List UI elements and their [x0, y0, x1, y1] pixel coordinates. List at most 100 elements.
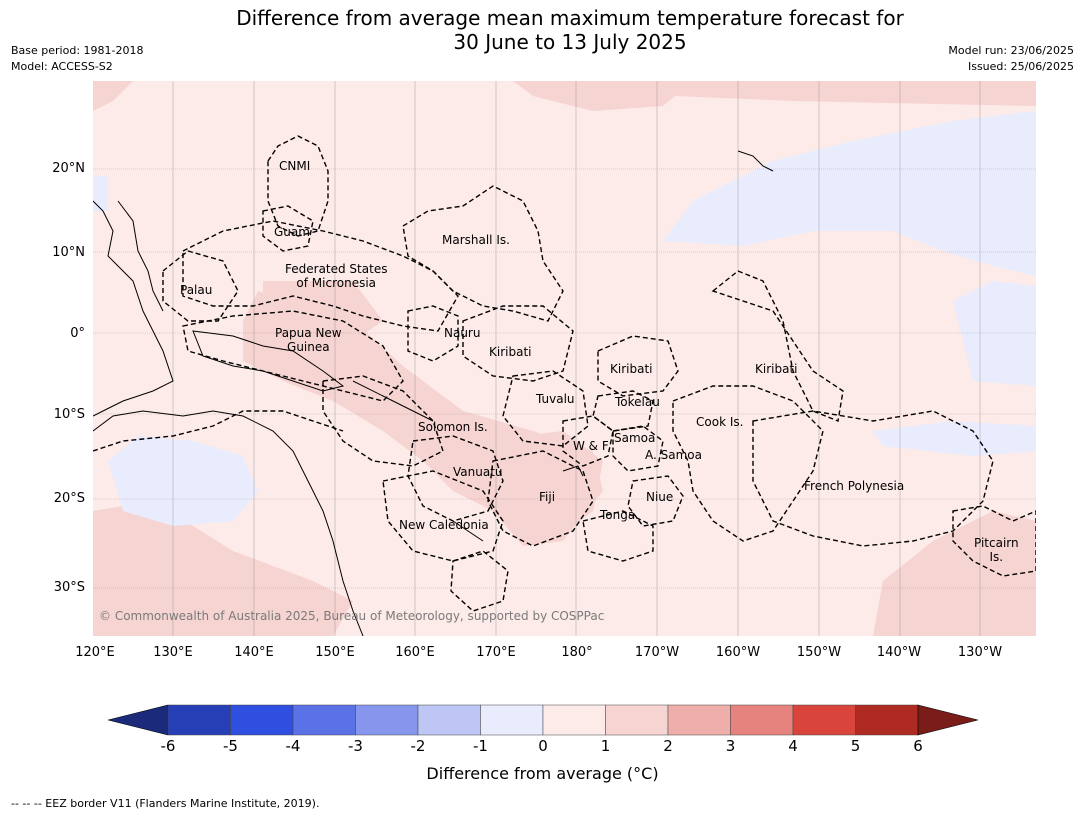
colorbar-extend-high — [917, 704, 978, 736]
colorbar-tick: -4 — [285, 737, 301, 755]
colorbar-cell — [605, 704, 669, 736]
label-png-line1: Papua New — [275, 326, 342, 340]
lon-label-130w: 130°W — [957, 645, 1003, 660]
lon-label-140e: 140°E — [234, 645, 274, 660]
meta-left: Base period: 1981-2018 Model: ACCESS-S2 — [11, 43, 143, 75]
colorbar-cells — [108, 704, 978, 736]
eez-australia — [93, 410, 344, 452]
colorbar-cell — [855, 704, 919, 736]
colorbar-tick: -3 — [348, 737, 363, 755]
lon-label-120e: 120°E — [75, 645, 115, 660]
title-line-1: Difference from average mean maximum tem… — [236, 6, 904, 30]
cool-anomaly-se — [873, 421, 1036, 456]
eez-marshall — [402, 185, 564, 322]
label-guam: Guam — [274, 225, 310, 239]
lat-label-30s: 30°S — [53, 580, 85, 595]
lon-label-130e: 130°E — [153, 645, 193, 660]
eez-guam — [262, 205, 314, 252]
colorbar-extend-low — [108, 704, 169, 736]
colorbar — [108, 704, 978, 736]
copyright-notice: © Commonwealth of Australia 2025, Bureau… — [99, 609, 605, 623]
coast-hawaii — [737, 150, 774, 172]
eez-fiji — [487, 450, 594, 547]
colorbar-tick: 3 — [725, 737, 736, 755]
colorbar-cell — [792, 704, 856, 736]
eez-borders — [93, 135, 1036, 612]
label-samoa: Samoa — [614, 431, 656, 445]
colorbar-tick: 0 — [538, 737, 548, 755]
map-title: Difference from average mean maximum tem… — [0, 6, 1085, 54]
coast-asia — [93, 200, 174, 417]
colorbar-tick: 4 — [788, 737, 798, 755]
eez-kiribati-east — [711, 270, 844, 422]
colorbar-cell — [730, 704, 794, 736]
eez-png — [182, 310, 404, 402]
colorbar-tick: 2 — [663, 737, 673, 755]
cool-anomaly-asia — [93, 176, 108, 211]
eez-cnmi — [267, 135, 329, 237]
colorbar-cell — [292, 704, 356, 736]
eez-tuvalu — [502, 370, 589, 447]
label-fsm-line2: of Micronesia — [296, 276, 377, 290]
lon-label-160e: 160°E — [395, 645, 435, 660]
label-cook: Cook Is. — [696, 415, 744, 429]
lat-label-10s: 10°S — [53, 407, 85, 422]
colorbar-label: Difference from average (°C) — [426, 764, 659, 783]
eez-new-caledonia — [382, 470, 504, 562]
cool-anomaly-north-east — [663, 111, 1036, 276]
warm-anomaly-south-west — [93, 501, 353, 636]
label-vanuatu: Vanuatu — [453, 465, 503, 479]
map-canvas — [93, 81, 1036, 636]
lon-label-160w: 160°W — [715, 645, 761, 660]
coast-australia — [93, 410, 364, 636]
coast-fiji — [562, 465, 584, 477]
label-wf: W & F — [573, 439, 609, 453]
base-period: Base period: 1981-2018 — [11, 44, 144, 57]
map-area: CNMI Guam Marshall Is. Federated States … — [93, 81, 1036, 636]
colorbar-tick: -6 — [160, 737, 176, 755]
eez-wf — [562, 415, 614, 467]
colorbar-cell — [667, 704, 731, 736]
label-pitcairn-line1: Pitcairn — [974, 536, 1019, 550]
label-kiribati-central: Kiribati — [610, 362, 653, 376]
colorbar-tick: 5 — [850, 737, 861, 755]
cool-anomaly-australia — [108, 436, 258, 526]
label-nauru: Nauru — [444, 326, 481, 340]
lat-label-10n: 10°N — [52, 245, 85, 260]
eez-tonga — [582, 510, 654, 562]
eez-tokelau — [592, 390, 654, 432]
label-kiribati-east: Kiribati — [755, 362, 798, 376]
cool-anomaly-east — [953, 281, 1036, 386]
lon-label-170w: 170°W — [634, 645, 680, 660]
colorbar-tick: 6 — [913, 737, 923, 755]
model-name: Model: ACCESS-S2 — [11, 60, 113, 73]
eez-norfolk — [450, 550, 509, 612]
label-fiji: Fiji — [539, 490, 556, 504]
issued-date: Issued: 25/06/2025 — [967, 60, 1074, 73]
lat-label-0: 0° — [70, 326, 85, 341]
warm-anomaly-south-east — [873, 511, 1036, 636]
colorbar-tick: -5 — [223, 737, 238, 755]
colorbar-cell — [167, 704, 231, 736]
lon-label-140w: 140°W — [876, 645, 922, 660]
eez-fsm — [182, 220, 459, 332]
lon-label-150w: 150°W — [796, 645, 842, 660]
label-tuvalu: Tuvalu — [536, 392, 575, 406]
eez-palau — [162, 250, 239, 322]
label-marshall: Marshall Is. — [442, 233, 510, 247]
eez-cook — [672, 385, 824, 542]
label-png: Papua New Guinea — [275, 326, 342, 354]
eez-nauru — [407, 305, 459, 362]
colorbar-cell — [355, 704, 419, 736]
coast-solomons — [352, 380, 434, 422]
colorbar-cell — [417, 704, 481, 736]
label-french-polynesia: French Polynesia — [804, 479, 905, 493]
colorbar-tick: 1 — [600, 737, 611, 755]
label-cnmi: CNMI — [279, 159, 311, 173]
colorbar-tick: -1 — [473, 737, 488, 755]
colorbar-cell — [230, 704, 294, 736]
eez-samoa — [612, 425, 664, 472]
coastlines — [93, 150, 774, 636]
label-tonga: Tonga — [600, 508, 636, 522]
eez-french-polynesia — [752, 410, 994, 547]
